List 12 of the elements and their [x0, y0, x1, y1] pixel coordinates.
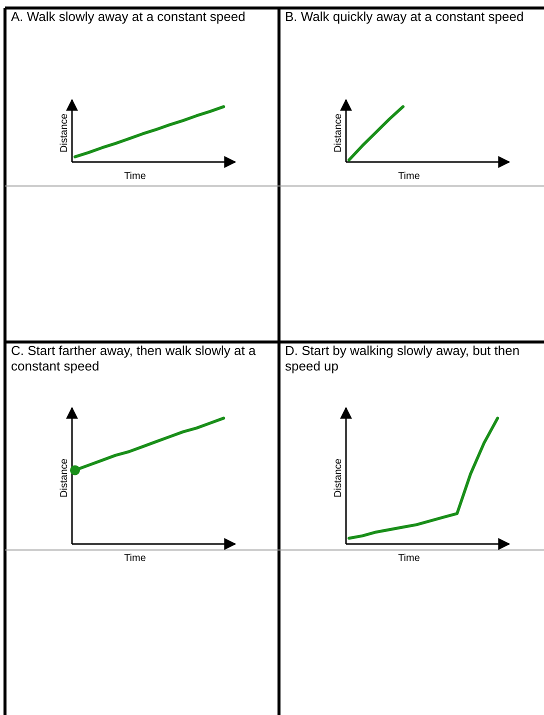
chart-title: A. Walk slowly away at a constant speed	[11, 9, 246, 24]
x-axis-title: Time	[398, 171, 420, 182]
chart-title: C. Start farther away, then walk slowly at a constant speed	[11, 343, 256, 374]
y-axis-title: Distance	[333, 458, 344, 498]
y-axis-title: Distance	[333, 113, 344, 152]
chart-title: B. Walk quickly away at a constant speed	[285, 9, 524, 24]
x-axis-title: Time	[398, 553, 420, 564]
x-axis-title: Time	[124, 553, 146, 564]
y-axis-title: Distance	[59, 113, 70, 152]
x-axis-title: Time	[124, 171, 146, 182]
y-axis-title: Distance	[59, 458, 70, 498]
chart-title: D. Start by walking slowly away, but then speed up	[285, 343, 520, 374]
